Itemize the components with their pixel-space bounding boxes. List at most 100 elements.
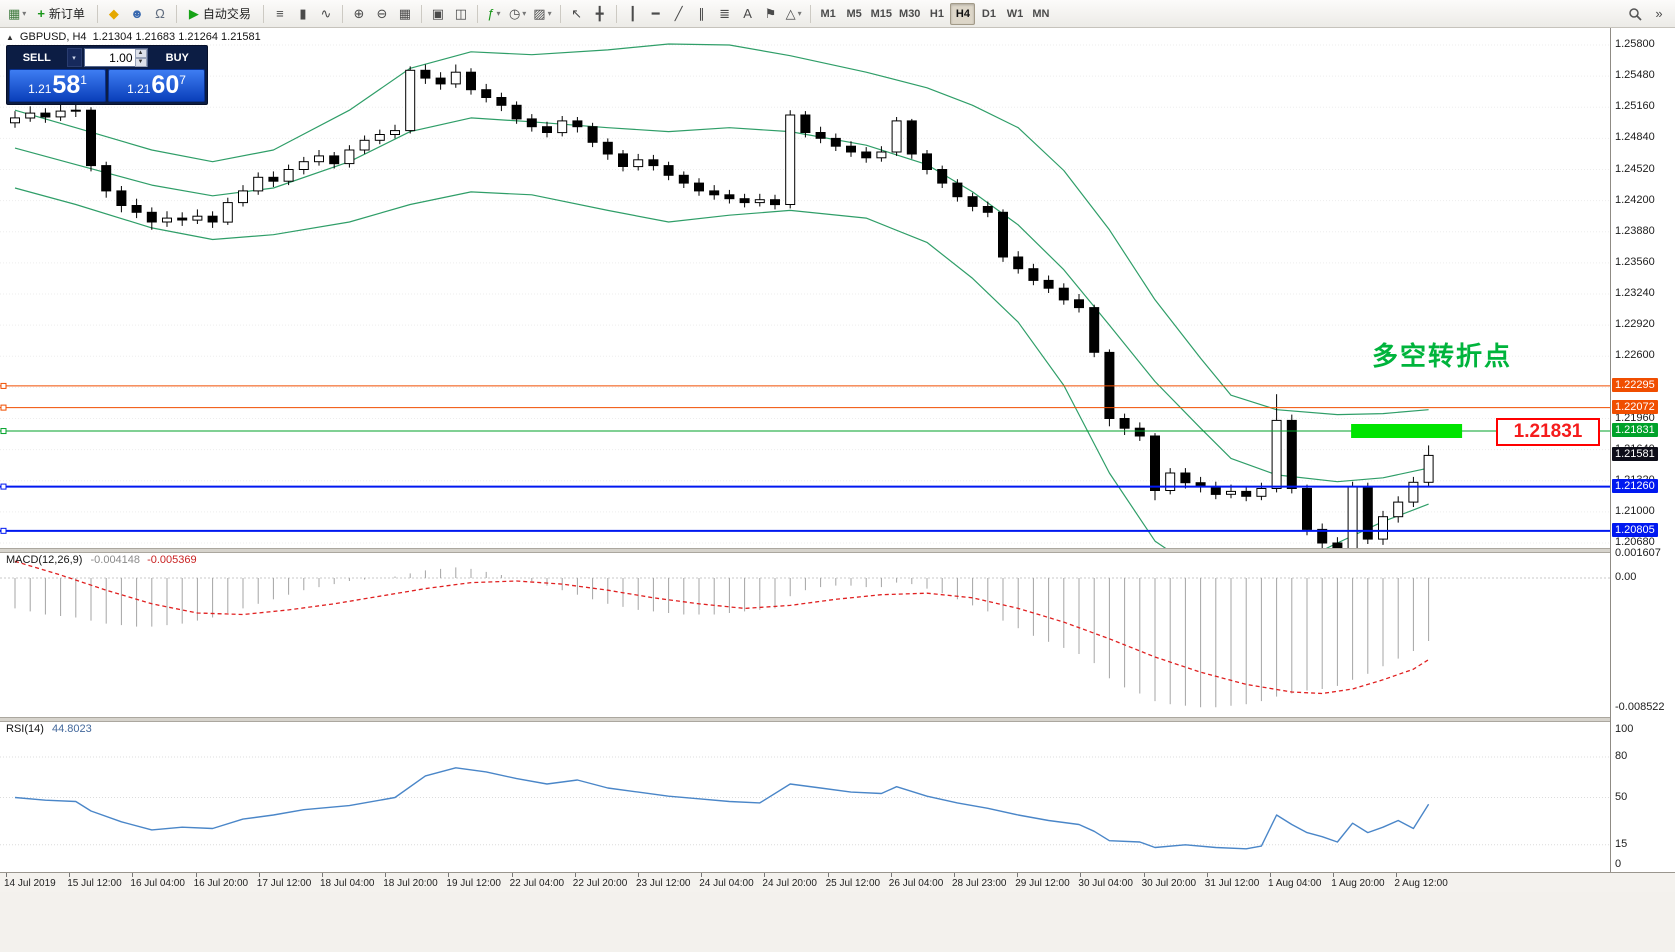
zoom-out-button[interactable]: ⊖ (371, 3, 393, 25)
candle-bear (116, 190, 127, 206)
toolbar-overflow-button[interactable]: » (1648, 3, 1670, 25)
candle-bear (906, 120, 917, 155)
candle-bear (101, 165, 112, 192)
candle-bear (1058, 287, 1069, 301)
time-tick-label: 29 Jul 12:00 (1015, 878, 1070, 889)
tf-h4-button[interactable]: H4 (950, 2, 976, 25)
toolbar-separator (96, 4, 98, 23)
crosshair-button[interactable]: ╋ (589, 3, 611, 25)
time-tick-label: 22 Jul 04:00 (509, 878, 565, 889)
vertical-line-button[interactable]: ┃ (622, 3, 644, 25)
time-tick (827, 873, 829, 877)
candle-bear (526, 118, 537, 128)
macd-label: MACD(12,26,9) -0.004148 -0.005369 (6, 554, 197, 566)
hline-handle[interactable] (0, 404, 7, 411)
price-tick-label: 1.21000 (1615, 504, 1655, 517)
cascade-windows-button[interactable]: ▣ (427, 3, 449, 25)
arrow-label-icon: ⚑ (764, 6, 777, 21)
indicators-button[interactable]: ƒ ▾ (483, 3, 505, 25)
price-axis[interactable]: 1.25800 1.25480 1.25160 1.24840 1.24520 1.242… (1611, 28, 1675, 872)
sell-price-big: 58 (52, 71, 81, 99)
candle-bull (405, 69, 416, 132)
time-tick-label: 22 Jul 20:00 (572, 878, 628, 889)
tf-mn-button[interactable]: MN (1028, 3, 1053, 25)
volume-increase-button[interactable]: ▲ (134, 49, 147, 58)
candle-bear (496, 97, 507, 106)
community-button[interactable]: Ω (149, 3, 171, 25)
candle-bear (207, 215, 218, 223)
time-tick (69, 873, 71, 877)
hline-handle[interactable] (0, 483, 7, 490)
volume-dropdown-button[interactable]: ▾ (66, 48, 82, 67)
candle-bear (1043, 279, 1054, 289)
time-axis[interactable]: 14 Jul 2019 15 Jul 12:00 16 Jul 04:00 16 Ju… (0, 872, 1675, 892)
time-tick-label: 1 Aug 20:00 (1331, 878, 1385, 889)
tf-m30-button[interactable]: M30 (896, 3, 923, 25)
time-tick (764, 873, 766, 877)
tf-m5-button[interactable]: M5 (842, 3, 867, 25)
trendline-button[interactable]: ╱ (668, 3, 690, 25)
arrange-windows-button[interactable]: ◫ (450, 3, 472, 25)
hline-handle[interactable] (0, 382, 7, 389)
zoom-in-button[interactable]: ⊕ (348, 3, 370, 25)
tf-m1-button[interactable]: M1 (816, 3, 841, 25)
candle-bear (587, 126, 598, 143)
time-tick-label: 17 Jul 12:00 (256, 878, 312, 889)
main-chart (0, 43, 1610, 548)
arrow-label-button[interactable]: ⚑ (760, 3, 782, 25)
volume-input[interactable] (84, 49, 135, 66)
channel-button[interactable]: ∥ (691, 3, 713, 25)
macd-panel (0, 560, 1610, 708)
tf-h1-button[interactable]: H1 (924, 3, 949, 25)
sell-button[interactable]: 1.21 58 1 (9, 69, 106, 102)
templates-button[interactable]: ▨ ▾ (530, 3, 554, 25)
fibonacci-button[interactable]: ≣ (714, 3, 736, 25)
symbol-period-label: GBPUSD, H4 (19, 31, 87, 43)
panel-separator[interactable] (0, 548, 1675, 553)
new-order-button[interactable]: + 新订单 (30, 3, 92, 25)
turning-point-annotation[interactable]: 多空转折点 (1372, 342, 1513, 372)
buy-button[interactable]: 1.21 60 7 (108, 69, 205, 102)
hline-price-badge: 1.21260 (1612, 478, 1658, 493)
tf-d1-button[interactable]: D1 (976, 3, 1001, 25)
rsi-label: RSI(14) 44.8023 (6, 723, 92, 735)
candlestick-chart-button[interactable]: ▮ (292, 3, 314, 25)
text-button[interactable]: A (737, 3, 759, 25)
autotrading-button[interactable]: ▶ 自动交易 (182, 3, 258, 25)
periods-button[interactable]: ◷ ▾ (506, 3, 529, 25)
volume-decrease-button[interactable]: ▼ (134, 58, 147, 67)
hline-handle[interactable] (0, 428, 7, 435)
tile-windows-button[interactable]: ▦ (394, 3, 416, 25)
cursor-button[interactable]: ↖ (566, 3, 588, 25)
time-tick (322, 873, 323, 877)
candle-bull (238, 190, 248, 204)
candle-bear (146, 211, 157, 223)
shapes-button[interactable]: △ ▾ (783, 3, 805, 25)
candle-bear (1028, 268, 1039, 281)
one-click-trading-panel: SELL ▾ ▲ ▼ BUY 1.21 58 1 1.2 (6, 45, 208, 105)
candle-bull (374, 134, 385, 141)
highlight-rectangle[interactable] (1351, 424, 1463, 438)
crosshair-icon: ╋ (595, 6, 604, 21)
bar-chart-icon: ≡ (276, 6, 284, 21)
candle-bear (1317, 528, 1328, 544)
tf-w1-button[interactable]: W1 (1002, 3, 1027, 25)
line-chart-button[interactable]: ∿ (315, 3, 337, 25)
time-tick (258, 873, 260, 877)
metaquotes-button[interactable]: ◆ (103, 3, 125, 25)
macd-signal-line (14, 560, 1429, 695)
panel-separator[interactable] (0, 717, 1675, 722)
hline-handle[interactable] (0, 527, 7, 534)
search-button[interactable] (1624, 3, 1646, 25)
price-callout-label[interactable]: 1.21831 (1496, 418, 1600, 446)
new-chart-button[interactable]: ▦ ▾ (5, 3, 29, 25)
bar-chart-button[interactable]: ≡ (269, 3, 291, 25)
horizontal-line-button[interactable]: ━ (645, 3, 667, 25)
candle-bear (618, 153, 628, 168)
tf-m15-button[interactable]: M15 (868, 3, 895, 25)
candle-bear (1013, 256, 1024, 270)
zoom-out-icon: ⊖ (376, 6, 388, 21)
arrange-windows-icon: ◫ (454, 6, 468, 21)
candle-bear (435, 77, 446, 85)
profile-button[interactable]: ☻ (126, 3, 148, 25)
